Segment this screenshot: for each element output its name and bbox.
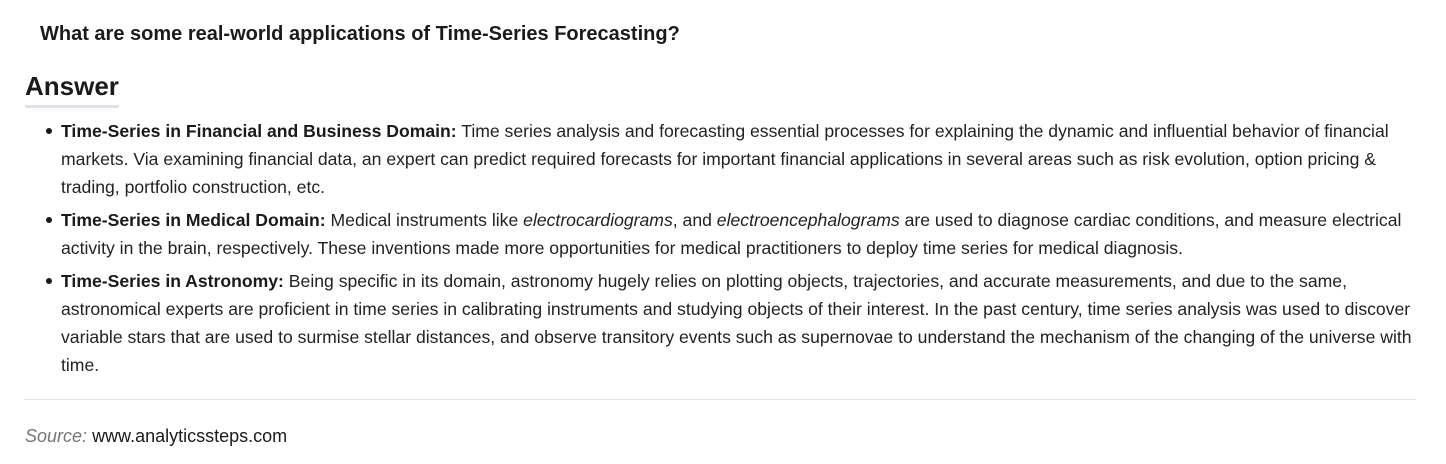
source-label: Source: [25,426,88,446]
bullet-text: Time series analysis and forecasting ess… [61,121,1389,197]
bullet-text: are used to diagnose cardiac conditions,… [61,210,1402,258]
bullet-label: Time-Series in Astronomy: [61,271,284,291]
divider [24,399,1416,400]
bullet-text: , and [672,210,717,230]
list-item-financial: Time-Series in Financial and Business Do… [46,117,1421,201]
answer-heading: Answer [25,68,119,108]
answer-list: Time-Series in Financial and Business Do… [46,117,1421,384]
bullet-label: Time-Series in Medical Domain: [61,210,326,230]
bullet-icon [46,128,52,134]
bullet-icon [46,278,52,284]
bullet-text: Being specific in its domain, astronomy … [61,271,1412,375]
bullet-icon [46,217,52,223]
italic-term: electrocardiograms [523,210,673,230]
list-item-medical: Time-Series in Medical Domain: Medical i… [46,206,1421,262]
italic-term: electroencephalograms [716,210,900,230]
source-link[interactable]: www.analyticssteps.com [92,426,288,446]
bullet-label: Time-Series in Financial and Business Do… [61,121,457,141]
bullet-text: Medical instruments like [325,210,524,230]
source-line: Source: www.analyticssteps.com [25,424,287,448]
question-title: What are some real-world applications of… [40,23,680,45]
list-item-astronomy: Time-Series in Astronomy: Being specific… [46,267,1421,379]
